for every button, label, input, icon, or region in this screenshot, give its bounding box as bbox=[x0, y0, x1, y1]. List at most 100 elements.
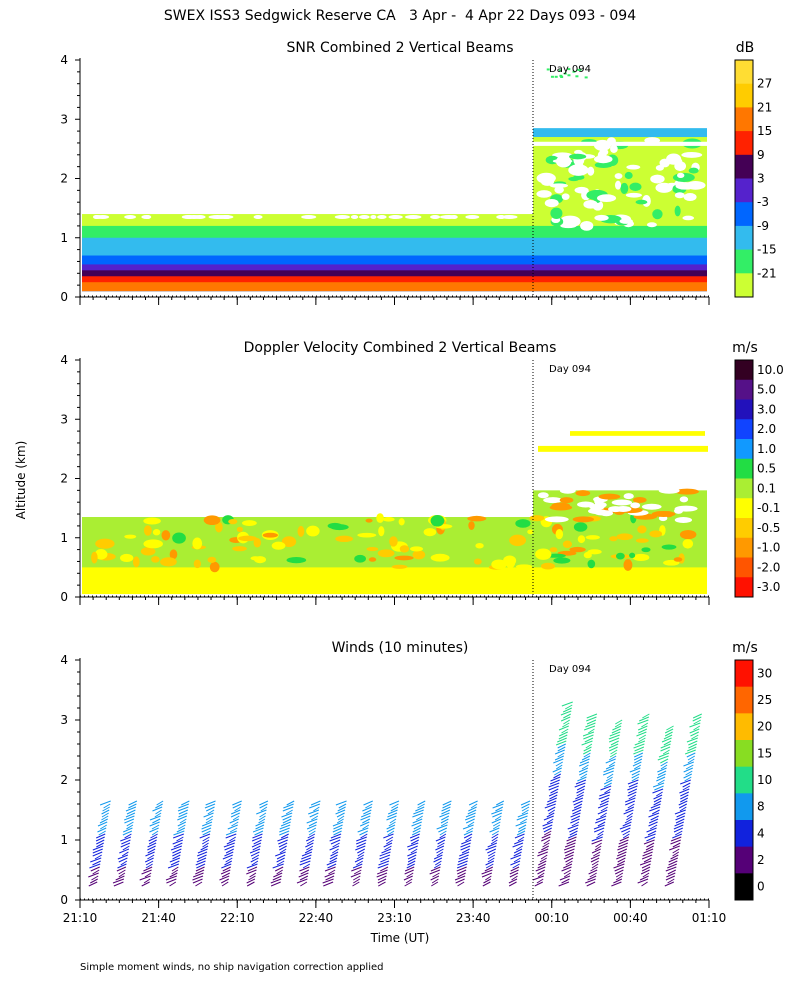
wind-barb bbox=[548, 785, 559, 791]
doppler-patch bbox=[682, 538, 694, 549]
doppler-field bbox=[82, 431, 708, 595]
doppler-patch bbox=[585, 535, 600, 540]
colorbar-swatch bbox=[735, 660, 753, 688]
snr-patch bbox=[377, 215, 387, 220]
wind-barb bbox=[333, 830, 342, 836]
wind-barb bbox=[672, 842, 681, 848]
doppler-patch bbox=[537, 492, 549, 499]
wind-barb bbox=[666, 725, 674, 731]
doppler-patch bbox=[661, 544, 677, 550]
wind-barb bbox=[689, 722, 701, 728]
wind-barb bbox=[558, 725, 569, 731]
wind-barb bbox=[541, 833, 551, 839]
wind-barb bbox=[435, 845, 445, 851]
wind-barb bbox=[487, 848, 497, 854]
wind-barb bbox=[306, 818, 318, 824]
doppler-patch bbox=[594, 498, 604, 505]
wind-barb bbox=[642, 872, 650, 878]
wind-barb bbox=[251, 842, 262, 848]
wind-barb bbox=[578, 767, 589, 773]
wind-barb bbox=[118, 869, 126, 875]
snr-patch bbox=[584, 76, 588, 79]
wind-barb bbox=[259, 800, 269, 806]
wind-barb bbox=[537, 863, 546, 869]
snr-patch bbox=[587, 166, 595, 176]
wind-barb bbox=[145, 863, 153, 869]
wind-barb bbox=[561, 878, 570, 884]
wind-barb bbox=[558, 881, 570, 887]
wind-barb bbox=[255, 821, 265, 827]
wind-barb bbox=[155, 803, 163, 809]
wind-barb bbox=[415, 806, 425, 812]
wind-barb bbox=[90, 878, 98, 884]
wind-barb bbox=[660, 761, 668, 767]
wind-barb bbox=[573, 800, 583, 806]
wind-barb bbox=[638, 734, 647, 740]
wind-barb bbox=[542, 842, 550, 848]
wind-barb bbox=[96, 833, 106, 839]
wind-barb bbox=[220, 869, 231, 875]
wind-barb bbox=[456, 866, 467, 872]
wind-barb bbox=[128, 800, 138, 806]
wind-barb bbox=[517, 836, 525, 842]
wind-barb bbox=[252, 833, 263, 839]
doppler-patch bbox=[376, 513, 384, 523]
doppler-axes: 0 1 2 3 4 bbox=[60, 353, 710, 605]
wind-barb bbox=[465, 836, 472, 842]
colorbar-label: 4 bbox=[757, 826, 765, 840]
wind-barb bbox=[101, 815, 109, 821]
wind-barb bbox=[563, 863, 573, 869]
wind-barb bbox=[172, 839, 184, 845]
wind-barb bbox=[575, 794, 584, 800]
y-tick-label: 4 bbox=[60, 53, 68, 67]
wind-barb bbox=[582, 731, 595, 737]
wind-barb bbox=[679, 806, 687, 812]
wind-barb bbox=[633, 749, 644, 755]
wind-barb bbox=[568, 833, 578, 839]
colorbar-label: 5.0 bbox=[757, 383, 776, 397]
wind-barb bbox=[558, 731, 568, 737]
wind-barb bbox=[576, 788, 585, 794]
wind-barb bbox=[662, 749, 670, 755]
wind-barb bbox=[648, 812, 660, 818]
wind-barb bbox=[329, 836, 341, 842]
wind-barb bbox=[692, 713, 703, 719]
wind-barb bbox=[225, 848, 234, 854]
wind-barb bbox=[386, 839, 393, 845]
wind-barb bbox=[691, 734, 699, 740]
wind-barb bbox=[385, 836, 394, 842]
wind-barb bbox=[510, 860, 521, 866]
wind-barb bbox=[596, 833, 604, 839]
wind-barb bbox=[642, 851, 653, 857]
wind-barb bbox=[300, 857, 312, 863]
wind-barb bbox=[576, 785, 586, 791]
wind-barb bbox=[668, 857, 678, 863]
wind-barb bbox=[563, 854, 574, 860]
colorbar-label: 20 bbox=[757, 720, 772, 734]
wind-barb bbox=[585, 743, 593, 749]
wind-barb bbox=[617, 857, 626, 863]
doppler-patch bbox=[151, 556, 160, 563]
wind-barb bbox=[457, 869, 467, 875]
wind-barb bbox=[461, 839, 472, 845]
wind-barb bbox=[608, 743, 619, 749]
colorbar-swatch bbox=[735, 107, 753, 132]
wind-barb bbox=[576, 791, 585, 797]
wind-barb bbox=[517, 827, 526, 833]
wind-barb bbox=[330, 833, 342, 839]
colorbar-label: -0.1 bbox=[757, 501, 780, 515]
snr-patch bbox=[614, 180, 622, 190]
wind-barb bbox=[680, 791, 690, 797]
doppler-patch bbox=[430, 553, 450, 562]
wind-barb bbox=[222, 866, 231, 872]
wind-barb bbox=[457, 857, 469, 863]
doppler-patch bbox=[641, 503, 662, 510]
wind-barb bbox=[491, 830, 500, 836]
colorbar-swatch bbox=[735, 273, 753, 298]
wind-barb bbox=[625, 806, 635, 812]
snr-patch bbox=[646, 222, 657, 228]
wind-barb bbox=[336, 818, 344, 824]
doppler-patch bbox=[119, 553, 134, 563]
wind-barb bbox=[229, 836, 237, 842]
wind-barb bbox=[124, 815, 135, 821]
